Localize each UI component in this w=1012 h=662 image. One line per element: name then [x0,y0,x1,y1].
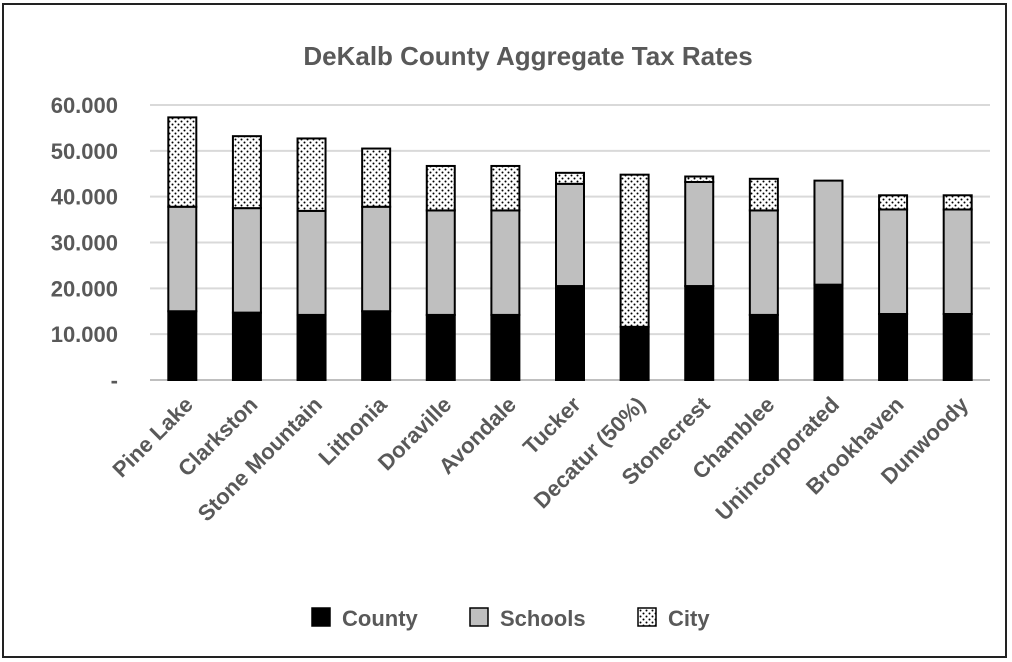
bar-segment-schools [490,209,521,316]
y-tick-label: 60.000 [51,93,118,118]
bar-segment-county [878,313,909,381]
bar-segment-schools [684,181,715,288]
bar-segment-county [619,325,650,382]
y-tick-label: 50.000 [51,139,118,164]
bar-segment-county [296,313,327,381]
bar-segment-schools [555,182,585,288]
legend-label: Schools [500,606,586,631]
bar-segment-schools [231,207,262,314]
bar-segment-city [619,173,650,328]
y-tick-label: 10.000 [51,322,118,347]
x-tick-label: Decatur (50%) [529,392,650,513]
bar-segment-city [361,147,392,208]
chart-title: DeKalb County Aggregate Tax Rates [303,41,752,71]
bar-segment-schools [167,205,198,313]
y-tick-label: - [111,368,118,393]
legend-label: County [342,606,419,631]
bar-segment-city [684,175,715,183]
bar-segment-county [813,283,844,381]
bar-segment-city [878,194,909,211]
bar-segment-city [296,137,327,212]
bar-segment-county [231,311,262,381]
bar-segment-city [231,135,262,210]
bar-segment-city [490,164,521,212]
bar-segment-schools [425,209,456,316]
bar-segment-county [425,313,456,381]
legend-label: City [668,606,710,631]
bar-segment-schools [878,208,909,315]
legend: County Schools City [311,606,710,631]
bar-segment-schools [813,179,844,286]
y-tick-label: 30.000 [51,231,118,256]
legend-swatch-city [637,607,657,627]
bar-segment-schools [296,209,327,316]
bar-segment-city [167,116,198,208]
bar-segment-city [555,171,585,185]
bar-segment-city [425,164,456,212]
y-axis-ticks: - 10.000 20.000 30.000 40.000 50.000 60.000 [51,93,118,393]
bar-segment-city [748,177,779,212]
bar-segment-schools [748,209,779,316]
bar-segment-city [942,194,973,211]
bar-segment-schools [361,205,392,313]
bar-segment-county [555,285,585,381]
bar-segment-county [942,313,973,381]
bars [167,116,973,382]
legend-swatch-schools [469,607,489,627]
bar-segment-county [748,313,779,381]
bar-segment-county [684,285,715,381]
legend-swatch-county [311,607,331,627]
y-tick-label: 20.000 [51,276,118,301]
bar-segment-county [167,310,198,381]
bar-segment-county [490,313,521,381]
bar-segment-schools [942,208,973,315]
y-tick-label: 40.000 [51,185,118,210]
bar-segment-county [361,310,392,381]
